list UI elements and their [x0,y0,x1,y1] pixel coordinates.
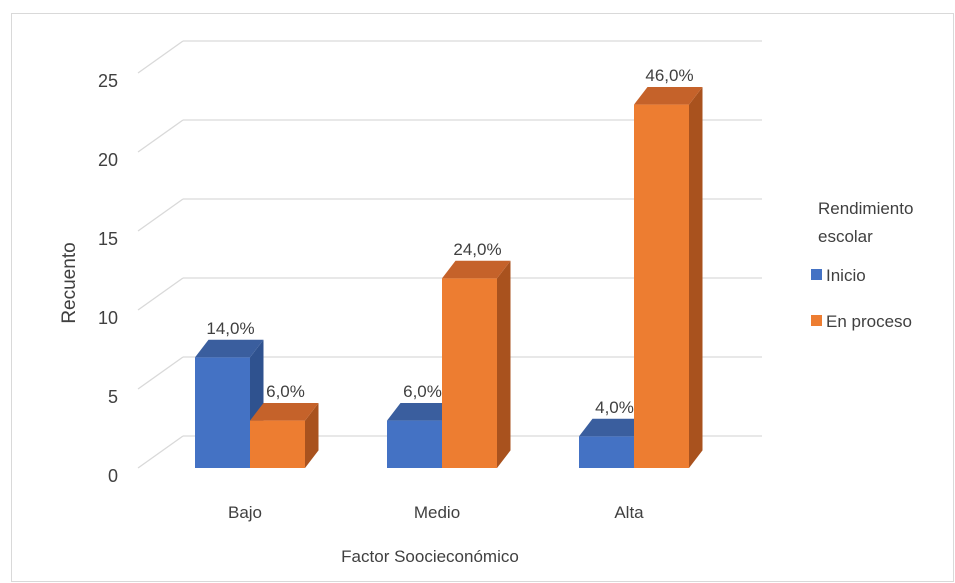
gridline-floor-edge [137,198,184,232]
bar-front [250,420,305,468]
bar-top [195,339,264,358]
bar-side [689,87,703,468]
y-tick-label: 10 [98,308,118,328]
bar-front [442,278,497,468]
chart-frame [11,13,954,582]
gridline-floor-edge [137,435,184,469]
y-tick-label: 20 [98,150,118,170]
gridline-floor-edge [137,119,184,153]
legend-swatch [811,269,822,280]
x-axis-title: Factor Soocieconómico [341,547,519,566]
legend-item-label: En proceso [826,312,912,331]
bar-front [195,357,250,468]
y-tick-labels: 0 5 10 15 20 25 [98,71,118,486]
legend-item-label: Inicio [826,266,866,285]
bar-top [442,260,511,279]
data-label: 24,0% [453,240,501,259]
legend: Rendimiento escolar Inicio En proceso [811,199,913,331]
data-label: 46,0% [645,66,693,85]
gridline-floor-edge [137,277,184,311]
y-tick-label: 25 [98,71,118,91]
x-tick-label: Alta [614,503,644,522]
data-labels: 14,0% 6,0% 6,0% 24,0% 4,0% 46,0% [206,66,693,417]
bar-en-proceso-bajo [250,403,319,468]
gridline-floor-edge [137,356,184,390]
y-tick-label: 5 [108,387,118,407]
y-tick-label: 15 [98,229,118,249]
bar-top [387,403,456,421]
y-tick-label: 0 [108,466,118,486]
y-axis-title: Recuento [59,242,80,323]
data-label: 6,0% [266,382,305,401]
bar-top [634,87,703,105]
data-label: 4,0% [595,398,634,417]
bar-side [497,260,511,468]
gridline-floor-edge [137,40,184,74]
bar-en-proceso-medio [442,260,511,468]
data-label: 14,0% [206,319,254,338]
legend-title-line1: Rendimiento [818,199,913,218]
bar-top [250,403,319,421]
bar-top [579,418,648,437]
data-label: 6,0% [403,382,442,401]
bar-en-proceso-alta [634,87,703,468]
bars [195,87,703,468]
x-tick-label: Medio [414,503,460,522]
bar-front [387,420,442,468]
bar-front [634,104,689,468]
legend-title-line2: escolar [818,227,873,246]
legend-swatch [811,315,822,326]
x-tick-label: Bajo [228,503,262,522]
bar-side [305,403,319,468]
x-tick-labels: Bajo Medio Alta [228,503,644,522]
bar-front [579,436,634,468]
